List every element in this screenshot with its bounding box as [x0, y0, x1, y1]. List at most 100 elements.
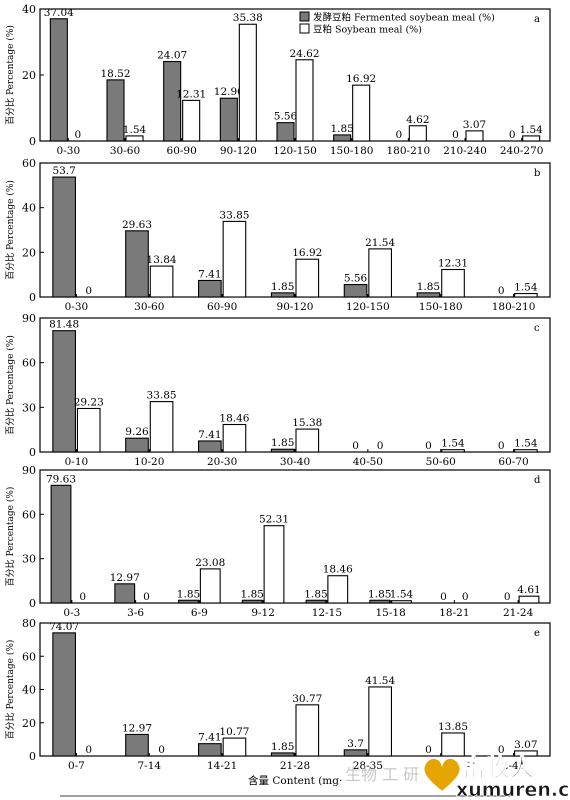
data-label-soybean: 0: [74, 129, 81, 141]
data-label-soybean: 1.54: [441, 438, 465, 450]
data-label-fermented: 12.97: [110, 572, 140, 584]
bar-fermented: [52, 176, 76, 298]
panel-letter: d: [534, 475, 541, 486]
bar-fermented: [219, 97, 238, 142]
y-tick-label: 80: [22, 617, 36, 630]
legend: 发酵豆粕 Fermented soybean meal (%)豆粕 Soybea…: [299, 11, 495, 36]
x-tick-label: 28-35: [353, 760, 383, 772]
y-tick-label: 40: [22, 684, 36, 697]
data-label-soybean: 0: [143, 591, 150, 603]
data-label-fermented: 0: [352, 440, 359, 452]
watermark-brand: 畜牧人: [462, 754, 534, 782]
plot-frame: [39, 317, 551, 453]
legend-swatch-soybean: [299, 23, 310, 34]
bar-soybean: [391, 600, 412, 604]
y-tick-label: 30: [22, 401, 36, 414]
data-label-fermented: 7.41: [198, 429, 221, 441]
data-label-soybean: 12.31: [438, 258, 468, 270]
y-axis-label: 百分比 Percentage (%): [4, 25, 16, 125]
bar-soybean: [352, 84, 371, 142]
bar-soybean: [222, 423, 247, 453]
x-tick-label: 180-210: [492, 301, 536, 313]
bar-soybean: [514, 750, 538, 757]
data-label-soybean: 1.54: [123, 124, 147, 136]
data-label-soybean: 0: [85, 744, 92, 756]
legend-label-soybean: 豆粕 Soybean meal (%): [313, 24, 422, 36]
data-label-fermented: 1.85: [271, 281, 294, 293]
bar-fermented: [198, 743, 222, 757]
data-label-fermented: 5.56: [344, 273, 368, 285]
x-tick-label: 20-30: [207, 456, 237, 468]
data-label-fermented: 3.7: [347, 738, 364, 750]
y-tick-label: 0: [29, 597, 36, 610]
bar-soybean: [518, 595, 540, 604]
bar-soybean: [514, 449, 538, 453]
data-label-fermented: 81.48: [49, 319, 79, 331]
data-label-soybean: 0: [462, 591, 469, 603]
data-label-fermented: 7.41: [198, 732, 221, 744]
x-tick-label: 180-210: [387, 145, 431, 157]
plot-frame: [39, 469, 551, 604]
x-tick-label: 0-7: [68, 760, 85, 772]
data-label-soybean: 0: [377, 440, 384, 452]
data-label-fermented: 24.07: [157, 50, 187, 62]
bar-soybean: [441, 268, 465, 298]
data-label-fermented: 0: [498, 440, 505, 452]
bar-fermented: [343, 749, 368, 757]
bar-fermented: [114, 583, 136, 604]
bar-fermented: [125, 733, 149, 757]
y-axis-label: 百分比 Percentage (%): [4, 335, 16, 435]
x-tick-label: 50-60: [426, 456, 456, 468]
data-label-fermented: 18.52: [100, 68, 130, 80]
bar-fermented: [178, 599, 199, 604]
x-tick-label: 12-15: [312, 607, 342, 619]
y-tick-label: 0: [29, 135, 36, 148]
data-label-soybean: 35.38: [233, 12, 263, 24]
heart-logo-icon: [422, 756, 462, 794]
bar-soybean: [199, 568, 221, 604]
legend-label-fermented: 发酵豆粕 Fermented soybean meal (%): [313, 12, 495, 24]
y-tick-label: 0: [29, 291, 36, 304]
bar-soybean: [263, 525, 285, 604]
bar-soybean: [295, 428, 320, 453]
x-tick-label: 15-18: [375, 607, 405, 619]
y-axis-label: 百分比 Percentage (%): [4, 180, 16, 280]
bar-soybean: [222, 737, 247, 757]
data-label-fermented: 12.96: [214, 86, 244, 98]
data-label-fermented: 1.85: [417, 281, 440, 293]
y-tick-label: 90: [22, 464, 36, 477]
data-label-fermented: 1.85: [241, 588, 264, 600]
data-label-soybean: 1.54: [514, 282, 538, 294]
bar-fermented: [416, 292, 441, 298]
x-tick-label: 30-60: [134, 301, 164, 313]
x-tick-label: 0-30: [65, 301, 89, 313]
bar-soybean: [408, 125, 427, 142]
bar-fermented: [270, 752, 295, 757]
data-label-soybean: 23.08: [195, 557, 225, 569]
bar-fermented: [270, 448, 295, 453]
x-axis-label: 含量 Content (mg·: [248, 774, 342, 787]
bar-fermented: [52, 632, 76, 757]
bar-fermented: [125, 230, 149, 298]
x-tick-label: 60-90: [207, 301, 237, 313]
data-label-soybean: 18.46: [219, 413, 249, 425]
panel-letter: b: [534, 168, 540, 179]
data-label-fermented: 0: [498, 744, 505, 756]
bar-soybean: [222, 220, 247, 298]
data-label-fermented: 0: [509, 129, 516, 141]
bar-soybean: [514, 293, 538, 298]
data-label-fermented: 5.56: [274, 111, 298, 123]
x-tick-label: 150-180: [330, 145, 374, 157]
data-label-soybean: 0: [85, 285, 92, 297]
panel-c: 0 30 60 90 百分比 Percentage (%) c 0-10 81.48 29.23…: [4, 312, 551, 468]
bar-fermented: [241, 599, 263, 604]
panel-a: 0 20 40 百分比 Percentage (%) a 0-30 37.04 0 30-60 1…: [4, 3, 551, 157]
data-label-soybean: 33.85: [147, 390, 177, 402]
x-tick-label: 0-3: [63, 607, 80, 619]
data-label-soybean: 52.31: [259, 514, 289, 526]
data-label-soybean: 18.46: [323, 564, 353, 576]
bar-soybean: [295, 258, 320, 298]
y-tick-label: 40: [22, 202, 36, 215]
bar-fermented: [270, 292, 295, 298]
